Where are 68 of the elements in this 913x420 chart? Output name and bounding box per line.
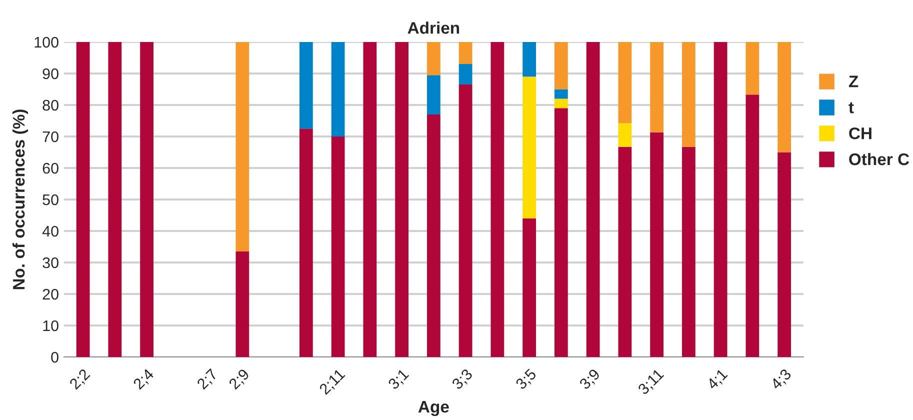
bar bbox=[746, 94, 760, 357]
bar bbox=[458, 64, 472, 85]
bar bbox=[236, 251, 250, 357]
y-tick-label: 80 bbox=[42, 100, 58, 111]
x-tick-label: 4;1 bbox=[706, 368, 730, 392]
legend-label: Other C bbox=[849, 152, 910, 166]
y-tick-label: 10 bbox=[43, 320, 58, 332]
x-tick-label: 2;11 bbox=[318, 368, 347, 396]
bar bbox=[363, 42, 377, 357]
bar bbox=[331, 136, 345, 357]
x-tick-label: 4;3 bbox=[770, 368, 794, 392]
x-tick-label: 2;4 bbox=[132, 368, 156, 392]
x-axis-title: Age bbox=[418, 401, 449, 416]
bar bbox=[76, 42, 90, 357]
legend-label: CH bbox=[849, 127, 872, 140]
bar bbox=[458, 84, 472, 357]
legend-label: t bbox=[848, 102, 854, 114]
bar bbox=[331, 42, 345, 136]
bar bbox=[395, 42, 408, 357]
bar bbox=[682, 146, 696, 357]
y-tick-label: 100 bbox=[34, 36, 58, 48]
bar bbox=[522, 76, 536, 218]
x-tick-label: 2;2 bbox=[68, 368, 92, 392]
bar bbox=[778, 42, 792, 152]
x-tick-label: 3;1 bbox=[387, 368, 410, 392]
y-tick-label: 30 bbox=[42, 257, 58, 268]
x-tick-label: 3;5 bbox=[514, 368, 538, 392]
bar bbox=[108, 42, 122, 357]
x-tick-label: 2;9 bbox=[228, 368, 252, 392]
bar bbox=[650, 42, 664, 132]
y-tick-label: 0 bbox=[51, 352, 58, 363]
y-axis-title: No. of occurrences (%) bbox=[12, 110, 28, 290]
bar bbox=[682, 42, 696, 147]
x-tick-label: 3;11 bbox=[637, 368, 666, 396]
bar bbox=[650, 132, 664, 357]
y-tick-label: 50 bbox=[42, 194, 58, 206]
bar bbox=[458, 42, 472, 64]
bar bbox=[299, 42, 313, 129]
y-tick-label: 20 bbox=[42, 288, 58, 300]
legend-label: Z bbox=[848, 76, 858, 88]
bar bbox=[522, 42, 536, 77]
bar bbox=[746, 42, 760, 95]
y-tick-label: 40 bbox=[42, 226, 58, 237]
bar bbox=[140, 42, 154, 357]
bar bbox=[778, 152, 792, 357]
y-tick-label: 70 bbox=[42, 131, 58, 142]
x-tick-label: 2;7 bbox=[196, 368, 220, 392]
bar bbox=[618, 146, 632, 357]
x-tick-label: 3;3 bbox=[451, 368, 474, 392]
y-tick-label: 90 bbox=[42, 68, 58, 80]
bar bbox=[490, 42, 504, 357]
bar bbox=[618, 123, 632, 147]
x-tick-label: 3;9 bbox=[578, 368, 602, 392]
bar bbox=[299, 128, 313, 357]
bar bbox=[586, 42, 600, 357]
bar bbox=[714, 42, 728, 357]
chart-title: Adrien bbox=[408, 22, 460, 34]
bar bbox=[618, 42, 632, 124]
bar bbox=[426, 114, 440, 357]
bar bbox=[554, 108, 568, 357]
y-tick-label: 60 bbox=[42, 162, 58, 174]
bar bbox=[426, 42, 440, 76]
bar bbox=[554, 42, 568, 90]
bar bbox=[554, 98, 568, 108]
bar bbox=[522, 218, 536, 357]
bar bbox=[426, 75, 440, 114]
bar bbox=[236, 42, 250, 252]
bar bbox=[554, 89, 568, 99]
